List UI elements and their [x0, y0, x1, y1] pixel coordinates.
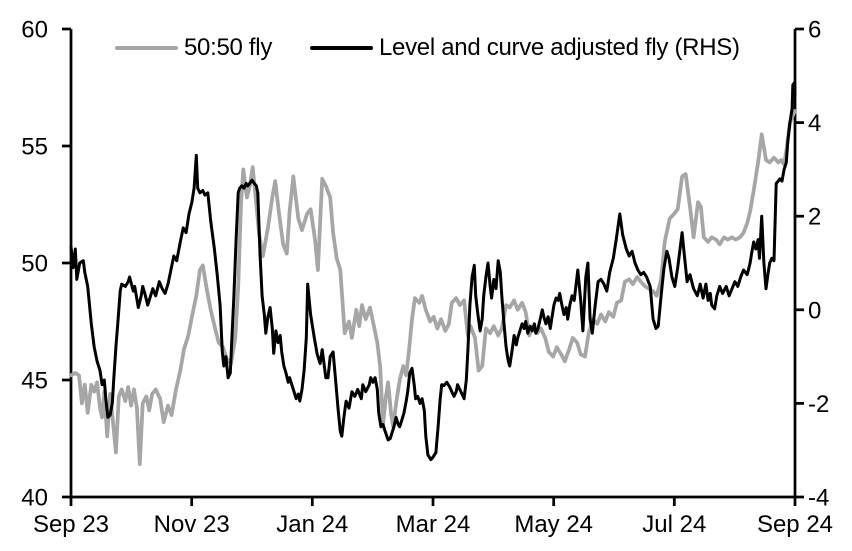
series-line-5050-fly [69, 109, 797, 467]
y-left-tick-label: 60 [21, 17, 48, 44]
x-tick-label: Jan 24 [276, 511, 348, 538]
x-tick-label: Mar 24 [396, 511, 471, 538]
series-line-level-curve-adjusted-fly [69, 81, 797, 462]
x-tick-label: Sep 24 [757, 511, 833, 538]
x-tick-label: Jul 24 [642, 511, 706, 538]
x-tick-label: Sep 23 [33, 511, 109, 538]
gray-line-swatch-icon [115, 45, 178, 51]
legend-item-level-curve-adjusted-fly: Level and curve adjusted fly (RHS) [310, 34, 740, 61]
black-line-swatch-icon [310, 45, 373, 51]
y-left-tick-label: 45 [21, 368, 48, 395]
x-tick-label: Nov 23 [154, 511, 230, 538]
y-right-tick-label: 2 [808, 204, 821, 231]
legend-label-level-curve-adjusted-fly: Level and curve adjusted fly (RHS) [379, 34, 740, 61]
y-right-tick-label: 0 [808, 297, 821, 324]
y-right-tick-label: 4 [808, 110, 821, 137]
y-left-tick-label: 40 [21, 485, 48, 512]
legend-item-5050-fly: 50:50 fly [115, 34, 273, 61]
y-right-tick-label: -4 [808, 485, 829, 512]
y-right-tick-label: -2 [808, 391, 829, 418]
y-left-tick-label: 55 [21, 134, 48, 161]
legend-label-5050-fly: 50:50 fly [184, 34, 273, 61]
y-right-tick-label: 6 [808, 17, 821, 44]
axis-tick-labels: 60 55 50 45 40 6 4 2 0 -2 -4 Sep 23 Nov 23 Jan 24 Mar … [21, 17, 833, 539]
x-tick-label: May 24 [514, 511, 593, 538]
axes [62, 27, 804, 506]
series-lines [69, 81, 797, 467]
y-left-tick-label: 50 [21, 251, 48, 278]
